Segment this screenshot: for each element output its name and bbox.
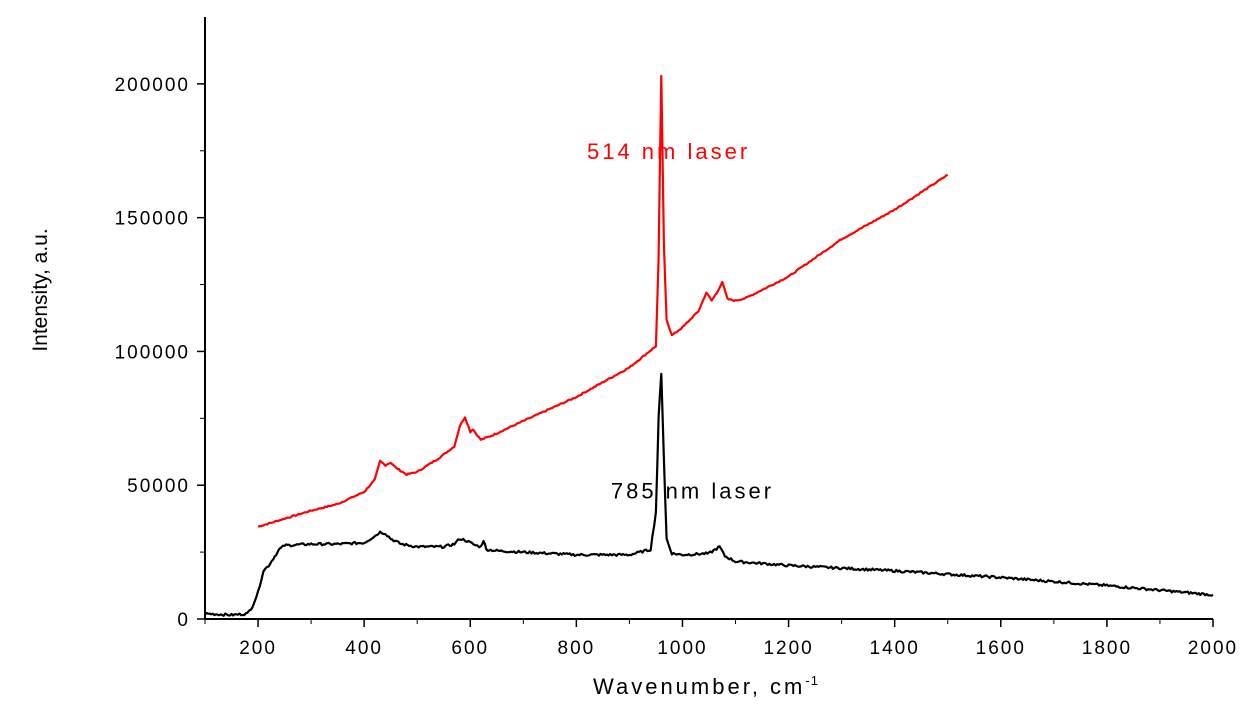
series-annotation-785nm: 785 nm laser [611,479,774,504]
y-tick-label: 50000 [127,476,190,497]
series-line-785nm [204,372,1214,617]
x-tick-label: 1200 [763,638,813,659]
x-tick-label: 1400 [870,638,920,659]
y-ticks: 0 50000 100000 150000 200000 [115,75,205,631]
series-annotation-514nm: 514 nm laser [587,139,750,164]
x-tick-label: 400 [345,638,383,659]
x-ticks: 200 400 600 800 1000 1200 1400 1600 1800 2000 [204,619,1238,659]
x-axis-title: Wavenumber, cm-1 [593,673,819,699]
x-axis-title-superscript: -1 [805,673,819,688]
annotations: 514 nm laser 785 nm laser [587,139,774,504]
x-axis-title-main: Wavenumber, cm [593,674,805,699]
y-tick-label: 100000 [115,342,190,363]
series-layer [204,74,1214,617]
x-tick-label: 1600 [976,638,1026,659]
y-tick-label: 0 [177,610,190,631]
y-tick-label: 200000 [115,75,190,96]
x-tick-label: 600 [451,638,489,659]
x-tick-label: 200 [239,638,277,659]
x-tick-label: 800 [558,638,596,659]
y-axis-title: Intensity, a.u. [29,228,52,351]
series-line-514nm [257,74,949,528]
x-tick-label: 2000 [1188,638,1238,659]
x-tick-label: 1800 [1082,638,1132,659]
y-tick-label: 150000 [115,209,190,230]
x-tick-label: 1000 [657,638,707,659]
